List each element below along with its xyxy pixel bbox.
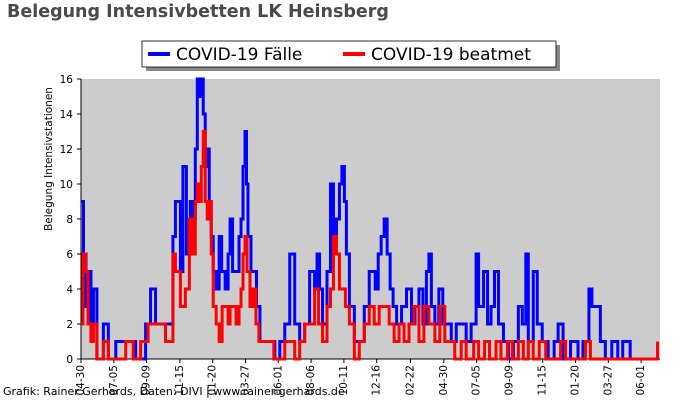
page-title: Belegung Intensivbetten LK Heinsberg bbox=[7, 2, 389, 22]
legend-label-beatmet: COVID-19 beatmet bbox=[371, 45, 531, 65]
x-tick-label: 01-20 bbox=[207, 365, 219, 396]
x-tick-label: 06-01 bbox=[272, 365, 284, 396]
x-tick-label: 11-15 bbox=[537, 365, 549, 396]
y-tick-label: 12 bbox=[60, 144, 73, 156]
x-tick-label: 12-16 bbox=[371, 365, 383, 396]
y-tick-label: 2 bbox=[66, 319, 73, 331]
legend: COVID-19 Fälle COVID-19 beatmet bbox=[141, 40, 560, 71]
x-tick-label: 11-15 bbox=[174, 365, 186, 396]
x-tick-label: 10-11 bbox=[338, 365, 350, 396]
x-tick-label: 08-06 bbox=[305, 365, 317, 396]
x-tick-label: 03-27 bbox=[240, 365, 252, 396]
series-line-faelle bbox=[81, 77, 658, 361]
y-tick-label: 10 bbox=[60, 179, 73, 191]
y-tick-label: 4 bbox=[66, 284, 73, 296]
x-tick-label: 04-30 bbox=[75, 365, 87, 396]
x-tick-label: 03-27 bbox=[602, 365, 614, 396]
y-tick-label: 8 bbox=[66, 214, 73, 226]
y-tick-label: 16 bbox=[60, 74, 74, 86]
credit-footer: Grafik: Rainer Gerhards, Daten: DIVI | w… bbox=[3, 385, 345, 398]
y-axis: 0 2 4 6 8 10 12 14 16 bbox=[60, 74, 82, 366]
x-tick-label: 02-22 bbox=[405, 365, 417, 396]
x-tick-label: 06-01 bbox=[635, 365, 647, 396]
y-tick-label: 6 bbox=[66, 249, 73, 261]
x-tick-label: 09-09 bbox=[141, 365, 153, 396]
y-axis-title: Belegung Intensivstationen bbox=[43, 87, 55, 231]
x-tick-label: 07-05 bbox=[471, 365, 483, 396]
x-axis: 04-30 07-05 09-09 11-15 01-20 03-27 06-01 08-06… bbox=[75, 358, 660, 396]
series-layer bbox=[81, 77, 660, 361]
x-tick-label: 01-20 bbox=[570, 365, 582, 396]
series-line-beatmet bbox=[81, 130, 660, 361]
legend-label-faelle: COVID-19 Fälle bbox=[176, 45, 302, 65]
y-tick-label: 14 bbox=[60, 109, 74, 121]
x-tick-label: 07-05 bbox=[108, 365, 120, 396]
y-tick-label: 0 bbox=[66, 354, 73, 366]
x-tick-label: 09-09 bbox=[503, 365, 515, 396]
x-tick-label: 04-30 bbox=[438, 365, 450, 396]
